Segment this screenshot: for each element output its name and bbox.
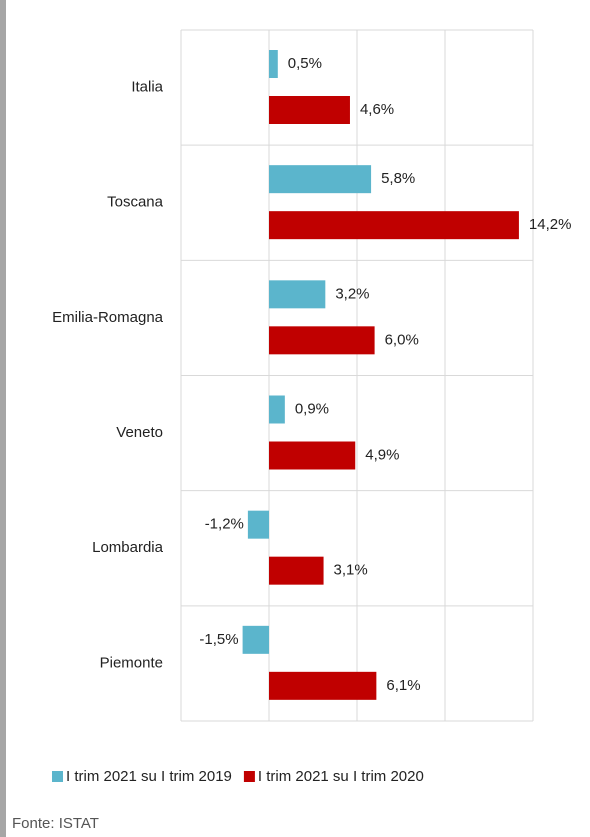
legend-swatch — [243, 771, 255, 782]
bar — [269, 211, 519, 240]
value-label: 3,1% — [334, 562, 368, 579]
bar — [269, 280, 326, 309]
value-label: -1,2% — [205, 516, 244, 533]
y-tick-label: Toscana — [107, 194, 164, 211]
bar — [269, 556, 324, 585]
value-label: 0,9% — [295, 400, 329, 417]
value-label: 4,9% — [365, 446, 399, 463]
source: Fonte: ISTAT — [12, 815, 99, 832]
value-label: 0,5% — [288, 55, 322, 72]
bar — [247, 510, 269, 539]
y-tick-label: Veneto — [116, 424, 163, 441]
y-tick-label: Italia — [131, 79, 163, 96]
side-bar — [0, 0, 6, 837]
value-label: 3,2% — [335, 285, 369, 302]
y-tick-label: Lombardia — [92, 539, 164, 556]
bar — [269, 671, 377, 700]
bar — [269, 395, 285, 424]
y-tick-label: Emilia-Romagna — [52, 309, 164, 326]
legend-label: I trim 2021 su I trim 2019 — [66, 768, 232, 785]
value-label: 5,8% — [381, 170, 415, 187]
value-label: 14,2% — [529, 216, 572, 233]
bar — [269, 441, 356, 470]
y-tick-label: Piemonte — [100, 654, 163, 671]
value-label: -1,5% — [199, 631, 238, 648]
legend-label: I trim 2021 su I trim 2020 — [258, 768, 424, 785]
bar — [269, 50, 278, 78]
bar — [269, 165, 372, 194]
value-label: 4,6% — [360, 101, 394, 118]
bar — [269, 326, 375, 355]
legend-swatch — [52, 771, 63, 782]
bar — [269, 96, 350, 124]
value-label: 6,0% — [385, 331, 419, 348]
bar — [242, 625, 269, 654]
value-label: 6,1% — [386, 677, 420, 694]
